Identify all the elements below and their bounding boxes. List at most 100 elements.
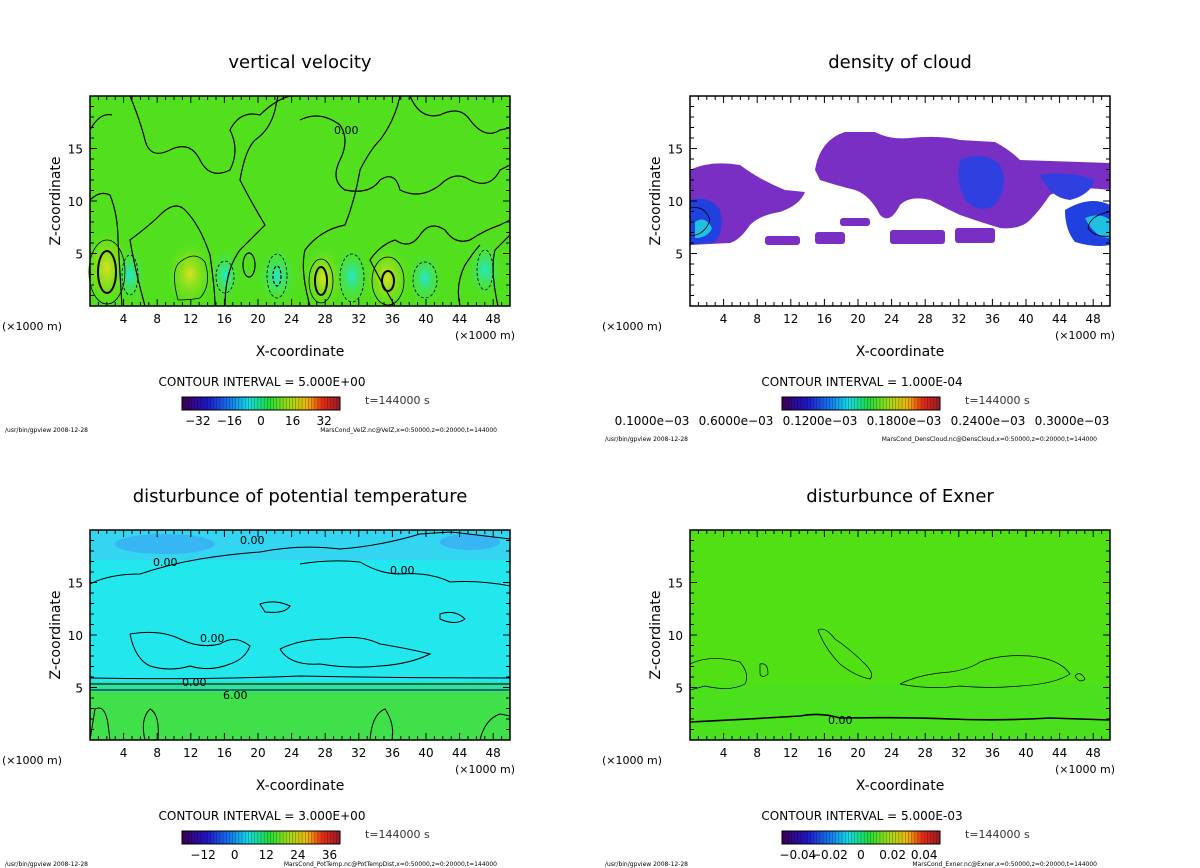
time-label: t=144000 s	[365, 394, 430, 407]
colorbar-swatch	[924, 397, 928, 410]
x-tick-label: 12	[183, 746, 198, 760]
colorbar-swatch	[917, 831, 922, 844]
colorbar-swatch	[311, 831, 315, 844]
colorbar-swatch	[305, 831, 309, 844]
x-tick-label: 40	[418, 746, 433, 760]
y-axis-label: Z-coordinate	[48, 156, 64, 245]
colorbar-label: 36	[322, 848, 337, 862]
colorbar-swatch	[314, 397, 319, 410]
colorbar-swatch	[933, 397, 938, 410]
colorbar-swatch	[286, 831, 290, 844]
colorbar-swatch	[838, 397, 843, 410]
colorbar-swatch	[210, 397, 214, 410]
colorbar-swatch	[185, 831, 189, 844]
colorbar-frame	[781, 830, 941, 845]
field: 0.00	[85, 95, 511, 310]
contour-label: 0.00	[182, 676, 207, 689]
x-tick-label: 20	[850, 312, 865, 326]
colorbar-swatch	[797, 397, 802, 410]
contour-labels: 0.00 0.00 0.00 0.00 0.00 6.00	[153, 534, 415, 702]
colorbar-label: 0	[231, 848, 239, 862]
colorbar-swatch	[264, 831, 268, 844]
x-tick-label: 36	[385, 312, 400, 326]
colorbar-swatch	[807, 397, 811, 410]
y-tick-label: 15	[68, 143, 83, 157]
plot-svg: disturbunce of Exner 0.00 4 8 12 16 20 24 28 32…	[602, 486, 1115, 868]
colorbar-swatch	[908, 397, 912, 410]
colorbar-swatch	[794, 831, 798, 844]
colorbar-swatch	[188, 397, 192, 410]
colorbar-swatch	[864, 831, 868, 844]
x-tick-label: 48	[1086, 312, 1101, 326]
colorbar-swatch	[883, 831, 887, 844]
colorbar-swatch	[267, 831, 271, 844]
colorbar-swatch	[276, 831, 281, 844]
colorbar-swatch	[848, 397, 852, 410]
colorbar-swatch	[810, 397, 814, 410]
x-tick-label: 8	[753, 746, 761, 760]
colorbar-label: −16	[217, 414, 242, 428]
colorbar-swatch	[251, 831, 255, 844]
colorbar-swatch	[302, 397, 306, 410]
y-tick-label: 10	[68, 629, 83, 643]
x-tick-label: 24	[884, 312, 899, 326]
colorbar-swatch	[298, 831, 303, 844]
colorbar-swatch	[308, 397, 312, 410]
colorbar-label: 0.3000e−03	[1035, 414, 1110, 428]
colorbar-swatch	[292, 397, 296, 410]
colorbar-swatch	[200, 831, 205, 844]
colorbar-swatch	[210, 831, 214, 844]
x-tick-label: 28	[318, 312, 333, 326]
colorbar-swatch	[330, 831, 334, 844]
x-tick-label: 36	[985, 312, 1000, 326]
cloud-regions	[690, 132, 1110, 246]
colorbar-swatch	[845, 831, 849, 844]
colorbar-swatch	[333, 397, 338, 410]
colorbar-swatch	[851, 397, 855, 410]
colorbar-swatch	[889, 397, 893, 410]
colorbar-swatch	[870, 397, 874, 410]
colorbar-swatch	[251, 397, 255, 410]
colorbar-swatch	[242, 397, 246, 410]
colorbar-swatch	[804, 397, 808, 410]
x-tick-label: 32	[951, 746, 966, 760]
colorbar-swatch	[936, 397, 941, 410]
x-tick-label: 28	[918, 746, 933, 760]
colorbar-frame	[181, 830, 341, 845]
x-tick-label: 24	[284, 746, 299, 760]
x-tick-label: 40	[1018, 312, 1033, 326]
x-tick-label: 44	[452, 312, 467, 326]
panel-density-of-cloud: density of cloud 4 8 12 16 20 24 28 32 36 40 44 48 5…	[600, 0, 1200, 443]
colorbar-swatch	[204, 397, 208, 410]
colorbar-frame	[181, 396, 341, 411]
colorbar-swatch	[257, 397, 262, 410]
colorbar-swatch	[188, 831, 192, 844]
colorbar-swatch	[914, 831, 919, 844]
colorbar-swatch	[791, 831, 795, 844]
colorbar-swatch	[336, 397, 341, 410]
contour-label: 0.00	[240, 534, 265, 547]
colorbar-swatch	[289, 397, 293, 410]
x-tick-label: 48	[1086, 746, 1101, 760]
colorbar-swatch	[197, 397, 202, 410]
colorbar-swatch	[785, 397, 789, 410]
colorbar-swatch	[182, 831, 186, 844]
colorbar-swatch	[826, 831, 830, 844]
y-axis-label: Z-coordinate	[648, 156, 664, 245]
x-axis-label: X-coordinate	[256, 778, 345, 794]
lower-warm-layer	[90, 689, 510, 740]
colorbar-swatch	[229, 397, 233, 410]
y-tick-label: 5	[75, 248, 83, 262]
colorbar-swatch	[219, 831, 224, 844]
colorbar-swatch	[864, 397, 868, 410]
colorbar-swatch	[191, 397, 195, 410]
colorbar-label: 0.02	[879, 848, 906, 862]
x-unit-left: (×1000 m)	[602, 754, 662, 767]
x-unit-left: (×1000 m)	[602, 320, 662, 333]
colorbar-swatch	[819, 831, 824, 844]
x-tick-label: 44	[1052, 312, 1067, 326]
colorbar-swatch	[336, 831, 341, 844]
colorbar-swatch	[238, 831, 243, 844]
colorbar-swatch	[845, 397, 849, 410]
colorbar-swatch	[245, 831, 249, 844]
